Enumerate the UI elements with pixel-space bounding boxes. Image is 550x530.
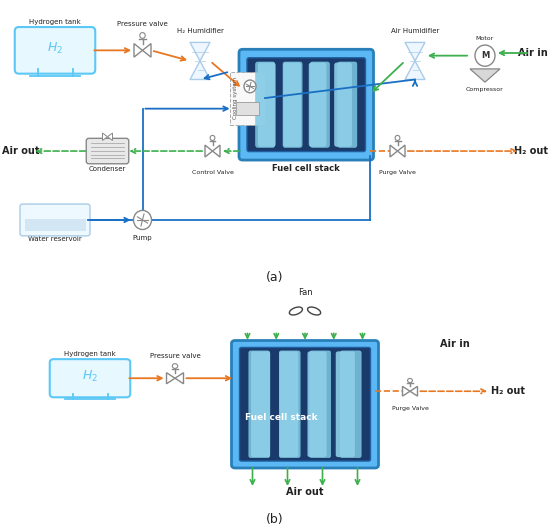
Text: H₂ Humidifier: H₂ Humidifier [177,29,223,34]
FancyBboxPatch shape [236,102,258,115]
Ellipse shape [289,307,302,315]
Polygon shape [190,42,210,80]
Text: Air out: Air out [3,146,40,156]
FancyBboxPatch shape [340,351,361,457]
Text: Condenser: Condenser [89,166,126,172]
Text: Purge Valve: Purge Valve [392,407,428,411]
Circle shape [244,80,256,93]
Polygon shape [410,386,417,396]
Text: Hydrogen tank: Hydrogen tank [29,19,81,25]
Circle shape [134,210,151,229]
FancyBboxPatch shape [283,63,301,147]
FancyBboxPatch shape [338,62,357,147]
Polygon shape [470,69,500,82]
Circle shape [172,364,178,368]
Polygon shape [102,133,107,140]
Polygon shape [205,145,212,157]
FancyBboxPatch shape [334,63,352,147]
Text: $\mathit{H_2}$: $\mathit{H_2}$ [47,41,63,56]
FancyBboxPatch shape [249,351,270,457]
Text: Fuel cell stack: Fuel cell stack [272,164,340,173]
Text: Motor: Motor [476,36,494,41]
Text: Air out: Air out [286,487,324,497]
FancyBboxPatch shape [86,138,129,164]
FancyBboxPatch shape [309,63,327,147]
Text: Hydrogen tank: Hydrogen tank [64,351,116,357]
Text: Pump: Pump [245,74,258,79]
Text: $\mathit{H_2}$: $\mathit{H_2}$ [82,369,98,384]
FancyBboxPatch shape [230,72,265,125]
Text: H₂ out: H₂ out [514,146,547,156]
FancyBboxPatch shape [256,62,274,147]
FancyBboxPatch shape [20,204,90,236]
Text: Control Valve: Control Valve [191,170,233,174]
Text: Fan: Fan [298,288,312,297]
Text: Pump: Pump [133,235,152,241]
Text: Air Humidifier: Air Humidifier [391,29,439,34]
Polygon shape [107,133,113,140]
Text: (a): (a) [266,270,284,284]
FancyBboxPatch shape [251,351,270,457]
Polygon shape [403,386,410,396]
Circle shape [475,45,495,66]
Text: M: M [481,51,489,60]
FancyBboxPatch shape [336,351,355,457]
FancyBboxPatch shape [50,359,130,398]
Text: Fuel cell stack: Fuel cell stack [245,413,318,422]
Polygon shape [142,43,151,57]
Circle shape [210,135,215,140]
FancyBboxPatch shape [258,63,276,147]
Ellipse shape [307,307,321,315]
FancyBboxPatch shape [239,348,371,461]
FancyBboxPatch shape [279,351,299,457]
Text: H₂ out: H₂ out [491,386,525,396]
FancyBboxPatch shape [247,58,366,152]
FancyBboxPatch shape [232,340,378,468]
Polygon shape [390,145,398,157]
FancyBboxPatch shape [15,27,95,74]
FancyBboxPatch shape [239,49,373,160]
Text: Air in: Air in [518,48,547,58]
FancyBboxPatch shape [310,62,329,147]
Polygon shape [398,145,405,157]
FancyBboxPatch shape [307,351,327,457]
Text: (b): (b) [266,513,284,526]
FancyBboxPatch shape [283,62,302,147]
Text: Purge Valve: Purge Valve [379,170,416,174]
Text: Water reservoir: Water reservoir [28,236,82,242]
Text: Air in: Air in [440,339,470,349]
Polygon shape [134,43,142,57]
FancyBboxPatch shape [279,351,300,457]
Circle shape [140,33,145,38]
Polygon shape [212,145,220,157]
FancyBboxPatch shape [25,219,85,231]
Text: Compressor: Compressor [466,87,504,92]
Circle shape [395,135,400,140]
FancyBboxPatch shape [310,351,331,457]
Polygon shape [167,373,175,384]
Text: Cooling system: Cooling system [234,77,239,119]
Circle shape [408,378,412,383]
Text: Pressure valve: Pressure valve [117,21,168,27]
Polygon shape [405,42,425,80]
Polygon shape [175,373,184,384]
Text: Pressure valve: Pressure valve [150,352,200,359]
